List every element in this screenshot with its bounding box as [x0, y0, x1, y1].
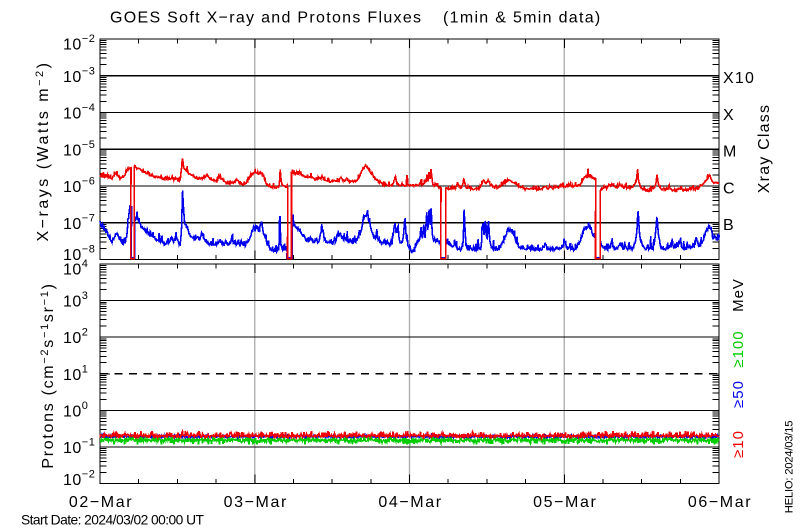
svg-text:101: 101: [63, 363, 88, 384]
svg-text:HELIO: 2024/03/15: HELIO: 2024/03/15: [784, 421, 796, 513]
svg-text:100: 100: [63, 400, 88, 421]
svg-text:(1min & 5min data): (1min & 5min data): [443, 10, 602, 27]
svg-text:02−Mar: 02−Mar: [69, 494, 133, 511]
svg-text:06−Mar: 06−Mar: [688, 494, 752, 511]
svg-text:Start Date: 2024/03/02 00:00 U: Start Date: 2024/03/02 00:00 UT: [21, 513, 204, 528]
svg-text:Xray Class: Xray Class: [756, 104, 773, 193]
svg-text:≥100: ≥100: [730, 330, 747, 367]
svg-text:102: 102: [63, 327, 88, 348]
svg-text:GOES Soft X−ray and Protons Fl: GOES Soft X−ray and Protons Fluxes: [110, 10, 422, 27]
svg-text:05−Mar: 05−Mar: [533, 494, 597, 511]
svg-text:B: B: [723, 217, 735, 234]
svg-text:03−Mar: 03−Mar: [224, 494, 288, 511]
svg-text:104: 104: [63, 258, 88, 279]
svg-text:M: M: [723, 144, 738, 161]
svg-text:C: C: [723, 180, 736, 197]
svg-text:Protons (cm−2s−1sr−1): Protons (cm−2s−1sr−1): [39, 282, 57, 468]
svg-text:≥10: ≥10: [730, 430, 747, 458]
svg-text:≥50: ≥50: [730, 380, 747, 408]
svg-text:X: X: [723, 107, 735, 124]
svg-text:MeV: MeV: [730, 278, 747, 312]
svg-text:X10: X10: [723, 70, 755, 87]
svg-text:X−rays (Watts m−2): X−rays (Watts m−2): [34, 61, 52, 242]
svg-text:103: 103: [63, 290, 88, 311]
svg-text:04−Mar: 04−Mar: [378, 494, 442, 511]
